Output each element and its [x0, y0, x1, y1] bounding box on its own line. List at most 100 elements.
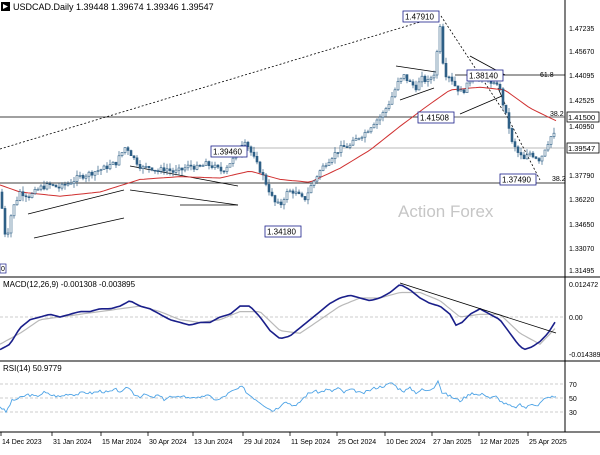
candle-body [462, 89, 466, 94]
candle-body [378, 116, 382, 121]
candle-body [252, 151, 256, 157]
candle-body [66, 183, 70, 186]
macd-trendline [399, 282, 557, 334]
candle-body [132, 155, 136, 159]
candle-body [198, 164, 202, 167]
candle-body [543, 149, 547, 157]
candle-body [249, 146, 253, 153]
candle-body [12, 204, 16, 217]
candle-body [201, 165, 205, 167]
candle-body [318, 170, 322, 177]
macd-tick-label: 0.012472 [569, 282, 598, 289]
time-tick-label: 25 Apr 2025 [529, 439, 567, 446]
time-tick-label: 27 Jan 2025 [433, 439, 472, 446]
candle-body [24, 195, 28, 198]
candle-body [96, 170, 100, 173]
candle-body [144, 166, 148, 168]
edge-marker-box [0, 263, 7, 274]
wedge-line [395, 65, 437, 73]
candle-body [519, 152, 523, 156]
candle-body [540, 155, 544, 162]
candle-body [228, 163, 232, 168]
rsi-title: RSI(14) 50.9779 [3, 364, 62, 373]
candle-body [396, 81, 400, 91]
candle-body [417, 81, 421, 91]
candle-body [90, 171, 94, 176]
candle-body [261, 172, 265, 176]
candle-body [51, 184, 55, 186]
candle-body [126, 147, 130, 151]
candle-body [495, 82, 499, 85]
candle-body [213, 164, 217, 169]
candle-body [192, 165, 196, 170]
candle-body [456, 85, 460, 92]
candle-body [243, 141, 247, 146]
candle-body [330, 158, 334, 163]
candle-body [291, 190, 295, 194]
trendlines [0, 15, 541, 239]
candle-body [102, 165, 106, 170]
candle-body [189, 164, 193, 167]
candle-body [72, 181, 76, 184]
candle-body [210, 165, 214, 168]
candle-body [348, 144, 352, 148]
time-tick-label: 10 Dec 2024 [386, 439, 426, 446]
long-trendline [0, 15, 441, 150]
candle-body [420, 75, 424, 83]
candle-body [522, 154, 526, 160]
candle-body [255, 156, 259, 163]
candle-body [312, 180, 316, 186]
ma-line [0, 86, 557, 197]
candle-body [30, 193, 34, 198]
candle-body [93, 171, 97, 176]
candle-body [453, 80, 457, 87]
candle-body [546, 144, 550, 151]
time-tick-label: 30 Apr 2024 [149, 439, 187, 446]
candle-body [99, 169, 103, 171]
price-tick-label: 1.42525 [569, 98, 594, 105]
current-price-box [566, 142, 600, 154]
price-tick-label: 1.45670 [569, 49, 594, 56]
candle-body [204, 161, 208, 166]
candle-body [537, 158, 541, 162]
candle-body [36, 188, 40, 191]
candle-body [357, 137, 361, 140]
candle-body [267, 184, 271, 193]
candle-body [69, 182, 73, 185]
candle-body [285, 191, 289, 201]
triangle-line [129, 189, 239, 206]
candle-body [45, 183, 49, 190]
candle-body [504, 104, 508, 113]
candle-body [300, 193, 304, 197]
candle-body [429, 77, 433, 80]
candle-body [402, 74, 406, 79]
fib-label: 61.8 [540, 72, 554, 79]
candle-body [507, 112, 511, 129]
candle-body [276, 201, 280, 204]
price-tick-label: 1.34650 [569, 222, 594, 229]
high-label: 1.47910 [405, 13, 434, 22]
candle-body [81, 175, 85, 179]
candle-body [225, 166, 229, 172]
candle-body [231, 157, 235, 164]
candle-body [171, 170, 175, 173]
swing-low-label: 1.41508 [420, 114, 449, 123]
candle-body [87, 171, 91, 177]
candle-body [531, 152, 535, 158]
time-tick-label: 15 Mar 2024 [102, 439, 141, 446]
time-tick-label: 29 Jul 2024 [244, 439, 280, 446]
price-label-box [264, 225, 302, 238]
candle-body [327, 162, 331, 166]
candle-body [315, 176, 319, 182]
macd-panel [0, 282, 565, 351]
decline-trendline [507, 117, 541, 181]
candle-body [147, 166, 151, 169]
candle-body [426, 79, 430, 83]
candle-body [387, 104, 391, 109]
candle-body [156, 170, 160, 172]
candle-body [351, 139, 355, 146]
candle-body [339, 145, 343, 153]
candle-body [222, 170, 226, 173]
